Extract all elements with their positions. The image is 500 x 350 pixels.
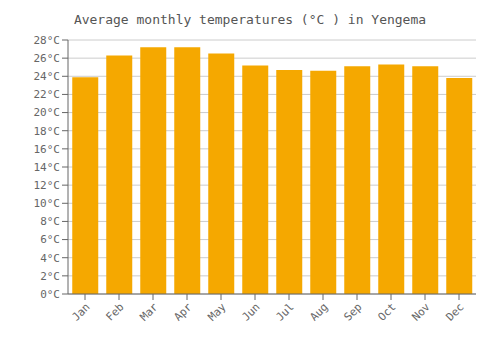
svg-text:Mar: Mar [137,300,161,324]
svg-text:2°C: 2°C [40,270,60,283]
svg-text:28°C: 28°C [34,34,61,47]
svg-text:6°C: 6°C [40,233,60,246]
svg-text:Jun: Jun [239,300,262,323]
svg-text:14°C: 14°C [34,161,61,174]
svg-text:4°C: 4°C [40,252,60,265]
svg-text:Nov: Nov [409,300,433,324]
svg-text:0°C: 0°C [40,288,60,301]
svg-text:16°C: 16°C [34,143,61,156]
svg-text:18°C: 18°C [34,125,61,138]
svg-text:Sep: Sep [341,300,364,323]
svg-text:22°C: 22°C [34,88,61,101]
svg-text:8°C: 8°C [40,215,60,228]
svg-text:24°C: 24°C [34,70,61,83]
svg-text:Aug: Aug [307,300,330,323]
svg-text:26°C: 26°C [34,52,61,65]
html-text:Average monthly temperatures (: Average monthly temperatures (°C ) in Ye… [73,12,427,27]
svg-text:Apr: Apr [171,300,195,324]
svg-text:20°C: 20°C [34,106,61,119]
svg-text:Feb: Feb [103,300,126,323]
svg-text:Oct: Oct [375,300,398,323]
svg-text:Jan: Jan [69,300,92,323]
svg-text:12°C: 12°C [34,179,61,192]
svg-text:Jul: Jul [273,300,296,323]
svg-text:Dec: Dec [443,300,466,323]
svg-text:May: May [205,300,229,324]
svg-text:10°C: 10°C [34,197,61,210]
